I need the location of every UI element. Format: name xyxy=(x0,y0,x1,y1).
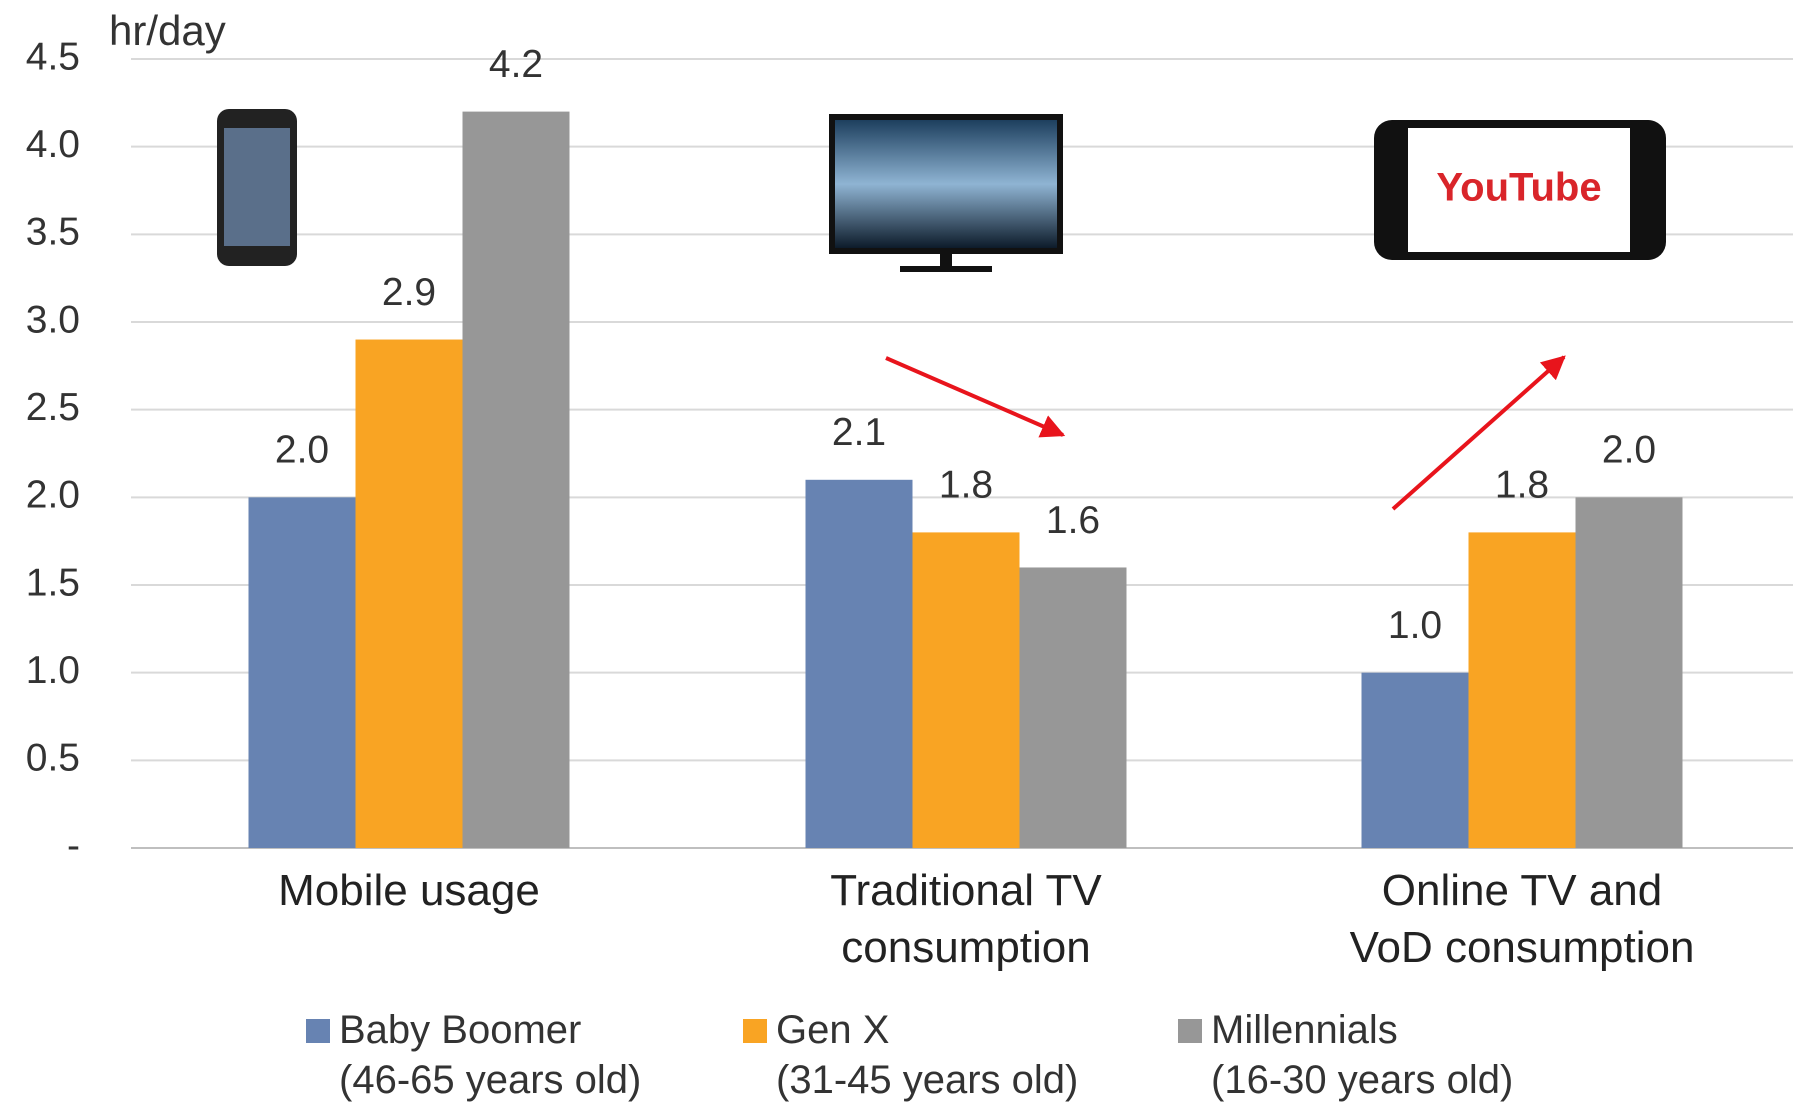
bar xyxy=(912,532,1020,848)
legend-label: Millennials (16-30 years old) xyxy=(1211,1008,1514,1102)
bar xyxy=(462,111,570,849)
bar xyxy=(355,339,463,848)
y-axis-label: hr/day xyxy=(109,7,226,54)
legend-label: Gen X (31-45 years old) xyxy=(776,1008,1079,1102)
value-label: 2.0 xyxy=(275,429,329,472)
y-tick-label: 4.0 xyxy=(26,123,80,166)
y-tick-label: 1.0 xyxy=(26,649,80,692)
bar xyxy=(1019,567,1127,848)
y-tick-label: 4.5 xyxy=(26,35,80,78)
value-label: 1.6 xyxy=(1046,499,1100,542)
logo-text: YouTube xyxy=(1436,166,1601,210)
value-label: 2.0 xyxy=(1602,429,1656,472)
y-tick-label: 0.5 xyxy=(26,737,80,780)
arrow-up xyxy=(1391,355,1566,511)
value-label: 1.8 xyxy=(939,464,993,507)
y-tick-label: 3.0 xyxy=(26,298,80,341)
bar xyxy=(1361,672,1469,848)
y-tick-label: 2.0 xyxy=(26,474,80,517)
youtube-phone-icon: YouTube xyxy=(1374,120,1666,260)
legend-swatch xyxy=(1178,1019,1202,1043)
y-tick-label: - xyxy=(67,824,80,867)
value-label: 1.0 xyxy=(1388,604,1442,647)
value-label: 2.9 xyxy=(382,271,436,314)
value-label: 4.2 xyxy=(489,43,543,86)
arrow-down xyxy=(885,356,1066,438)
y-tick-label: 1.5 xyxy=(26,561,80,604)
phone-icon xyxy=(217,109,297,266)
x-tick-label: Traditional TV consumption xyxy=(830,866,1102,972)
value-label: 1.8 xyxy=(1495,464,1549,507)
bar xyxy=(1468,532,1576,848)
y-tick-label: 3.5 xyxy=(26,211,80,254)
y-tick-label: 2.5 xyxy=(26,386,80,429)
value-label: 2.1 xyxy=(832,411,886,454)
x-tick-label: Online TV and VoD consumption xyxy=(1349,866,1695,972)
legend-swatch xyxy=(743,1019,767,1043)
bar xyxy=(805,479,913,848)
legend-label: Baby Boomer (46-65 years old) xyxy=(339,1008,642,1102)
x-tick-label: Mobile usage xyxy=(278,866,540,915)
tv-icon xyxy=(829,114,1063,272)
bar xyxy=(248,497,356,848)
legend-swatch xyxy=(306,1019,330,1043)
bar xyxy=(1575,497,1683,848)
